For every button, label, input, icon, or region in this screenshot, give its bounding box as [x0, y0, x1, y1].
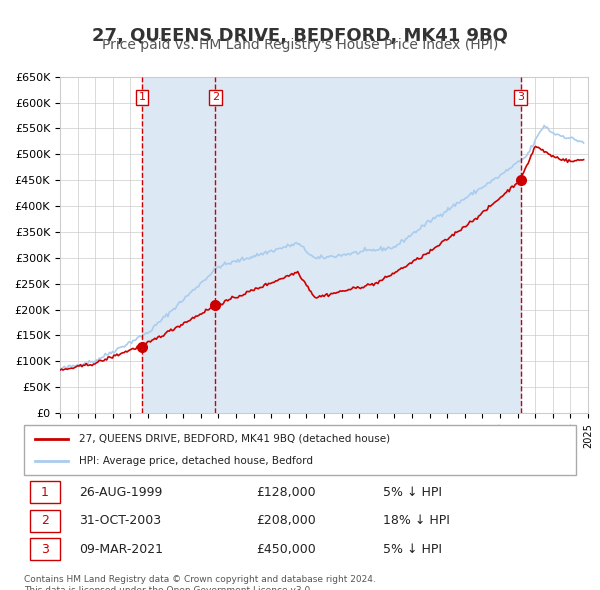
Text: 27, QUEENS DRIVE, BEDFORD, MK41 9BQ: 27, QUEENS DRIVE, BEDFORD, MK41 9BQ	[92, 27, 508, 45]
FancyBboxPatch shape	[29, 538, 60, 560]
Text: 5% ↓ HPI: 5% ↓ HPI	[383, 543, 442, 556]
Text: Contains HM Land Registry data © Crown copyright and database right 2024.
This d: Contains HM Land Registry data © Crown c…	[24, 575, 376, 590]
Text: 18% ↓ HPI: 18% ↓ HPI	[383, 514, 449, 527]
Text: 5% ↓ HPI: 5% ↓ HPI	[383, 486, 442, 499]
Text: 3: 3	[41, 543, 49, 556]
Bar	[215, 77, 521, 413]
Text: 09-MAR-2021: 09-MAR-2021	[79, 543, 163, 556]
Text: 31-OCT-2003: 31-OCT-2003	[79, 514, 161, 527]
Text: £208,000: £208,000	[256, 514, 316, 527]
Text: 2: 2	[41, 514, 49, 527]
FancyBboxPatch shape	[29, 481, 60, 503]
Bar	[142, 77, 215, 413]
Text: HPI: Average price, detached house, Bedford: HPI: Average price, detached house, Bedf…	[79, 456, 313, 466]
Text: £450,000: £450,000	[256, 543, 316, 556]
FancyBboxPatch shape	[24, 425, 576, 475]
Text: 3: 3	[517, 93, 524, 103]
FancyBboxPatch shape	[29, 510, 60, 532]
Text: 27, QUEENS DRIVE, BEDFORD, MK41 9BQ (detached house): 27, QUEENS DRIVE, BEDFORD, MK41 9BQ (det…	[79, 434, 391, 444]
Text: 2: 2	[212, 93, 219, 103]
Text: 1: 1	[139, 93, 145, 103]
Text: 1: 1	[41, 486, 49, 499]
Text: Price paid vs. HM Land Registry's House Price Index (HPI): Price paid vs. HM Land Registry's House …	[102, 38, 498, 53]
Text: £128,000: £128,000	[256, 486, 316, 499]
Text: 26-AUG-1999: 26-AUG-1999	[79, 486, 163, 499]
